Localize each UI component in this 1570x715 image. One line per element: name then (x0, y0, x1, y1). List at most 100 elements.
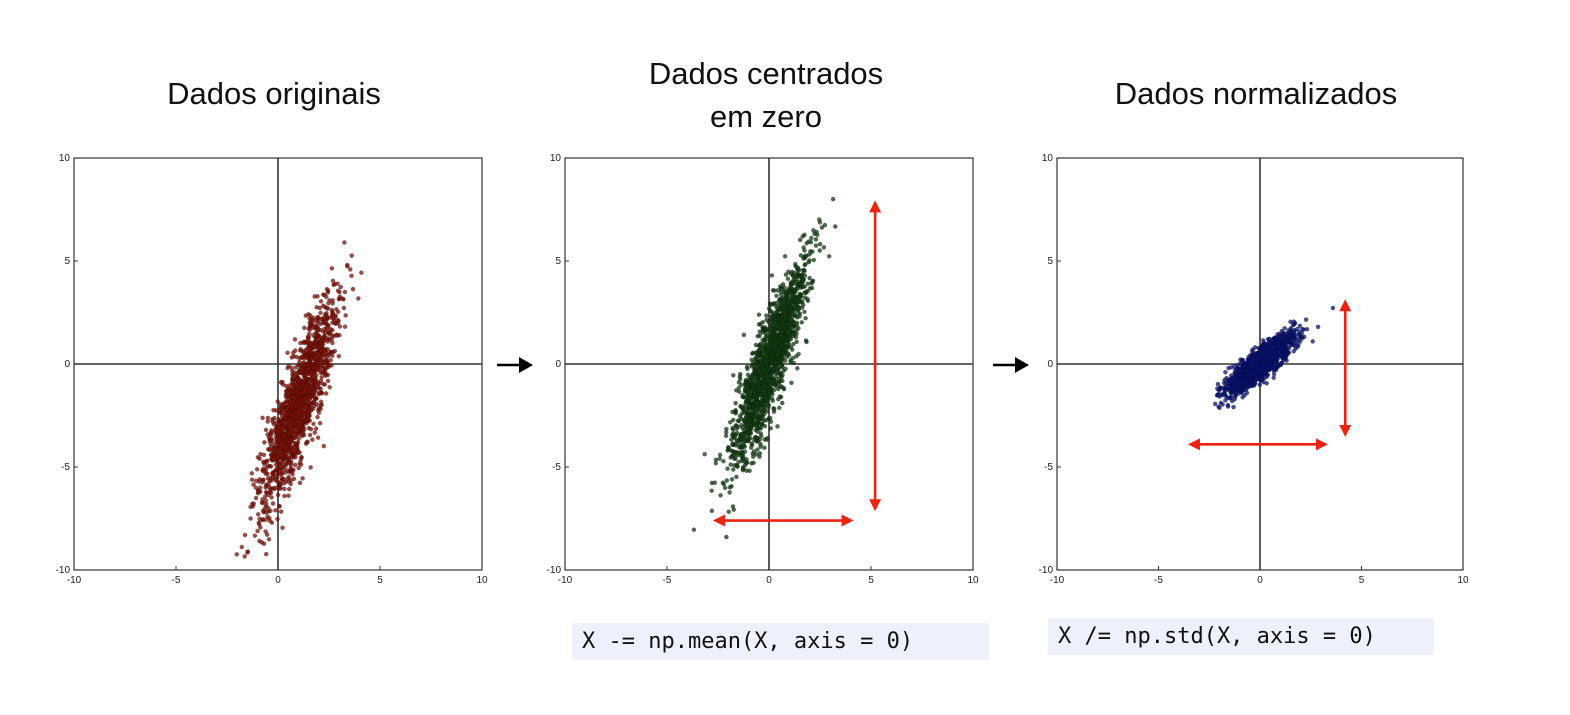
data-point (798, 253, 804, 258)
x-tick-label: 10 (967, 575, 979, 586)
data-point (781, 321, 786, 326)
data-point (817, 220, 823, 225)
data-point (775, 332, 780, 338)
data-point (1276, 342, 1281, 348)
data-point (773, 320, 778, 326)
data-point (278, 509, 284, 514)
data-point (359, 270, 364, 276)
data-point (255, 528, 260, 534)
data-point (778, 284, 783, 289)
data-point (272, 441, 278, 447)
data-point (283, 399, 289, 404)
data-point (318, 378, 324, 384)
chart-title-centered: Dados centrados em zero (566, 52, 966, 138)
data-point (1237, 373, 1243, 378)
data-point (729, 448, 735, 454)
data-point (283, 411, 289, 417)
data-point (291, 399, 296, 405)
data-point (768, 302, 773, 308)
data-point (801, 245, 806, 250)
data-point (273, 428, 279, 433)
data-point (730, 425, 736, 431)
data-point (1220, 402, 1225, 407)
data-point (264, 510, 269, 515)
data-point (753, 416, 758, 422)
data-point (813, 243, 819, 248)
data-point (1229, 364, 1234, 370)
data-point (804, 240, 810, 246)
data-point (766, 402, 772, 408)
data-point (725, 466, 730, 472)
data-point (314, 331, 320, 337)
data-point (292, 462, 298, 468)
data-point (745, 366, 750, 372)
data-point (322, 333, 327, 339)
title-line: em zero (710, 99, 822, 134)
data-point (776, 297, 782, 303)
data-point (267, 447, 272, 452)
data-point (813, 237, 819, 242)
data-point (775, 386, 781, 392)
data-point (242, 532, 248, 538)
data-point (319, 338, 325, 344)
data-point (242, 554, 247, 559)
data-point (329, 266, 335, 271)
data-point (293, 431, 299, 437)
data-point (337, 294, 343, 300)
data-point (754, 451, 759, 457)
data-point (756, 312, 762, 318)
data-point (292, 348, 298, 353)
data-point (305, 417, 311, 423)
data-point (712, 480, 718, 486)
data-point (303, 313, 309, 318)
data-point (1310, 339, 1315, 344)
data-point (1235, 381, 1240, 386)
data-point (737, 374, 743, 379)
data-point (1212, 401, 1218, 407)
data-point (764, 313, 769, 318)
flow-arrow-icon (993, 357, 1029, 373)
data-point (732, 434, 738, 440)
data-point (313, 382, 318, 388)
data-point (737, 440, 743, 446)
data-point (310, 325, 316, 330)
data-point (791, 281, 797, 287)
data-point (271, 456, 277, 462)
data-point (298, 390, 304, 396)
data-point (307, 432, 313, 438)
title-line: Dados normalizados (1114, 76, 1398, 111)
data-point (298, 397, 304, 402)
x-tick-label: -10 (67, 575, 82, 586)
data-point (741, 332, 747, 338)
data-point (308, 313, 313, 318)
data-point (280, 403, 286, 409)
data-point (265, 514, 270, 519)
data-point (286, 363, 292, 369)
data-point (763, 391, 769, 397)
data-point (803, 315, 808, 321)
y-tick-label: 5 (555, 256, 561, 267)
data-point (284, 407, 289, 413)
data-point (312, 430, 318, 435)
data-point (271, 407, 276, 413)
data-point (810, 249, 815, 254)
data-point (288, 461, 294, 466)
data-point (788, 357, 793, 363)
data-point (260, 459, 266, 465)
data-point (285, 350, 290, 356)
data-point (1271, 363, 1276, 369)
data-point (717, 452, 723, 458)
data-point (292, 370, 297, 375)
data-point (759, 409, 765, 414)
data-point (1267, 339, 1273, 345)
data-point (297, 480, 303, 486)
data-point (794, 315, 800, 320)
data-point (782, 325, 787, 331)
data-point (749, 413, 755, 419)
data-point (709, 488, 715, 494)
data-point (830, 196, 836, 202)
data-point (795, 365, 800, 371)
data-point (1240, 358, 1245, 364)
y-tick-label: -5 (1044, 462, 1053, 473)
data-point (256, 522, 262, 527)
